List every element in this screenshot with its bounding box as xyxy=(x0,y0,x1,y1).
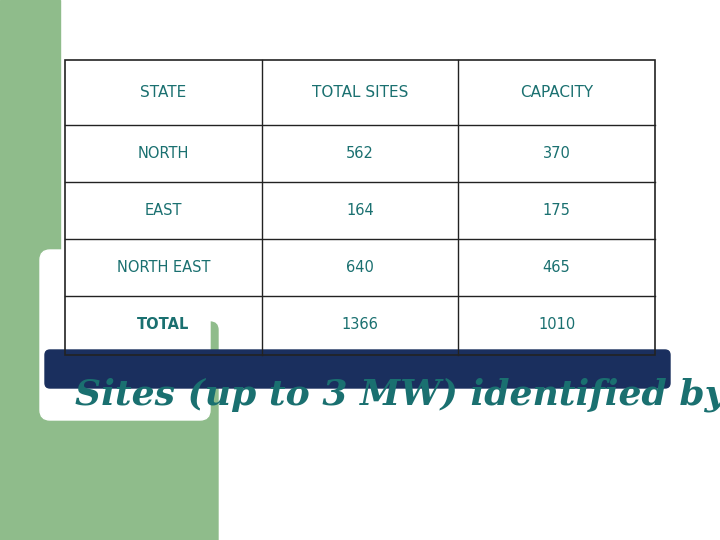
Text: TOTAL SITES: TOTAL SITES xyxy=(312,85,408,100)
FancyBboxPatch shape xyxy=(45,350,670,388)
Text: 175: 175 xyxy=(543,203,571,218)
FancyBboxPatch shape xyxy=(40,250,210,420)
Text: TOTAL: TOTAL xyxy=(137,317,189,332)
Text: 164: 164 xyxy=(346,203,374,218)
Text: 1366: 1366 xyxy=(341,317,379,332)
Text: 1010: 1010 xyxy=(538,317,575,332)
Text: EAST: EAST xyxy=(145,203,182,218)
Text: 640: 640 xyxy=(346,260,374,275)
Text: 465: 465 xyxy=(543,260,570,275)
Bar xyxy=(0,0,60,400)
Text: 370: 370 xyxy=(543,146,571,161)
Text: NORTH: NORTH xyxy=(138,146,189,161)
Text: NORTH EAST: NORTH EAST xyxy=(117,260,210,275)
Text: CAPACITY: CAPACITY xyxy=(520,85,593,100)
Text: 562: 562 xyxy=(346,146,374,161)
FancyBboxPatch shape xyxy=(0,322,218,540)
Text: STATE: STATE xyxy=(140,85,186,100)
Bar xyxy=(65,60,655,355)
Text: Sites (up to 3 MW) identified by UNDP: Sites (up to 3 MW) identified by UNDP xyxy=(75,377,720,412)
